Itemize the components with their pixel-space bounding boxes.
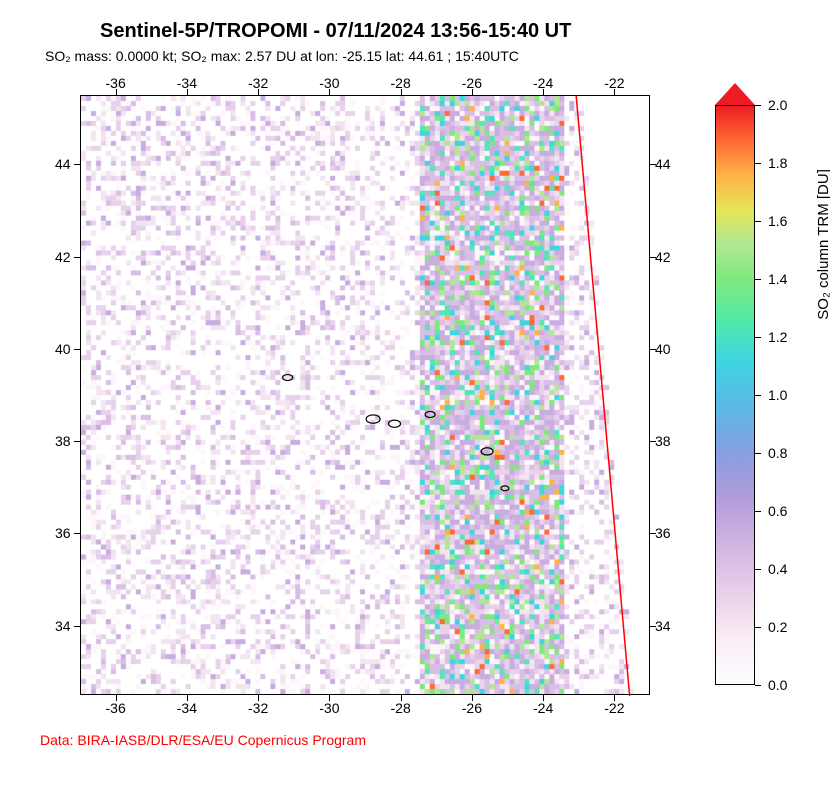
tick-mark [258,89,259,95]
colorbar-tick-label: 0.2 [768,619,787,635]
colorbar-tick-label: 0.6 [768,503,787,519]
map-plot [80,95,650,695]
y-tick-label: 34 [55,618,71,634]
tick-mark [650,441,656,442]
colorbar [715,105,755,685]
chart-title: Sentinel-5P/TROPOMI - 07/11/2024 13:56-1… [100,20,571,43]
x-tick-label: -28 [391,700,411,716]
tick-mark [187,695,188,701]
y-tick-label: 34 [655,618,671,634]
y-tick-label: 44 [55,156,71,172]
colorbar-tick-label: 2.0 [768,97,787,113]
x-tick-label: -30 [319,700,339,716]
tick-mark [74,441,80,442]
colorbar-tick-label: 0.0 [768,677,787,693]
x-tick-label: -34 [177,700,197,716]
tick-mark [74,533,80,534]
colorbar-tick-label: 0.8 [768,445,787,461]
tick-mark [650,626,656,627]
tick-mark [755,337,761,338]
x-tick-label: -32 [248,700,268,716]
tick-mark [755,221,761,222]
tick-mark [74,626,80,627]
x-tick-label: -36 [106,700,126,716]
tick-mark [258,695,259,701]
y-tick-label: 38 [55,433,71,449]
tick-mark [755,685,761,686]
tick-mark [472,89,473,95]
colorbar-gradient [715,105,755,685]
colorbar-arrow-bottom-icon [715,685,755,707]
x-tick-label: -26 [462,700,482,716]
tick-mark [755,105,761,106]
tick-mark [755,511,761,512]
tick-mark [401,89,402,95]
tick-mark [401,695,402,701]
colorbar-tick-label: 1.8 [768,155,787,171]
colorbar-tick-label: 1.4 [768,271,787,287]
tick-mark [755,453,761,454]
tick-mark [329,695,330,701]
heatmap-canvas [81,96,649,694]
colorbar-arrow-top-icon [715,83,755,105]
colorbar-tick-label: 1.0 [768,387,787,403]
colorbar-tick-label: 1.6 [768,213,787,229]
x-tick-label: -24 [533,700,553,716]
tick-mark [755,395,761,396]
y-tick-label: 38 [655,433,671,449]
y-tick-label: 40 [55,341,71,357]
y-tick-label: 44 [655,156,671,172]
y-tick-label: 36 [655,525,671,541]
colorbar-tick-label: 1.2 [768,329,787,345]
tick-mark [472,695,473,701]
tick-mark [74,349,80,350]
tick-mark [650,164,656,165]
tick-mark [543,89,544,95]
tick-mark [329,89,330,95]
tick-mark [187,89,188,95]
tick-mark [543,695,544,701]
tick-mark [650,257,656,258]
tick-mark [614,89,615,95]
y-tick-label: 42 [55,249,71,265]
tick-mark [74,164,80,165]
tick-mark [755,163,761,164]
colorbar-label: SO₂ column TRM [DU] [815,169,830,320]
tick-mark [650,349,656,350]
chart-subtitle: SO₂ mass: 0.0000 kt; SO₂ max: 2.57 DU at… [45,48,519,64]
tick-mark [755,569,761,570]
x-tick-label: -22 [604,700,624,716]
tick-mark [614,695,615,701]
tick-mark [755,279,761,280]
tick-mark [74,257,80,258]
tick-mark [650,533,656,534]
tick-mark [755,627,761,628]
data-credit: Data: BIRA-IASB/DLR/ESA/EU Copernicus Pr… [40,732,366,748]
tick-mark [116,695,117,701]
y-tick-label: 42 [655,249,671,265]
colorbar-tick-label: 0.4 [768,561,787,577]
tick-mark [116,89,117,95]
y-tick-label: 36 [55,525,71,541]
y-tick-label: 40 [655,341,671,357]
figure: Sentinel-5P/TROPOMI - 07/11/2024 13:56-1… [20,20,810,766]
